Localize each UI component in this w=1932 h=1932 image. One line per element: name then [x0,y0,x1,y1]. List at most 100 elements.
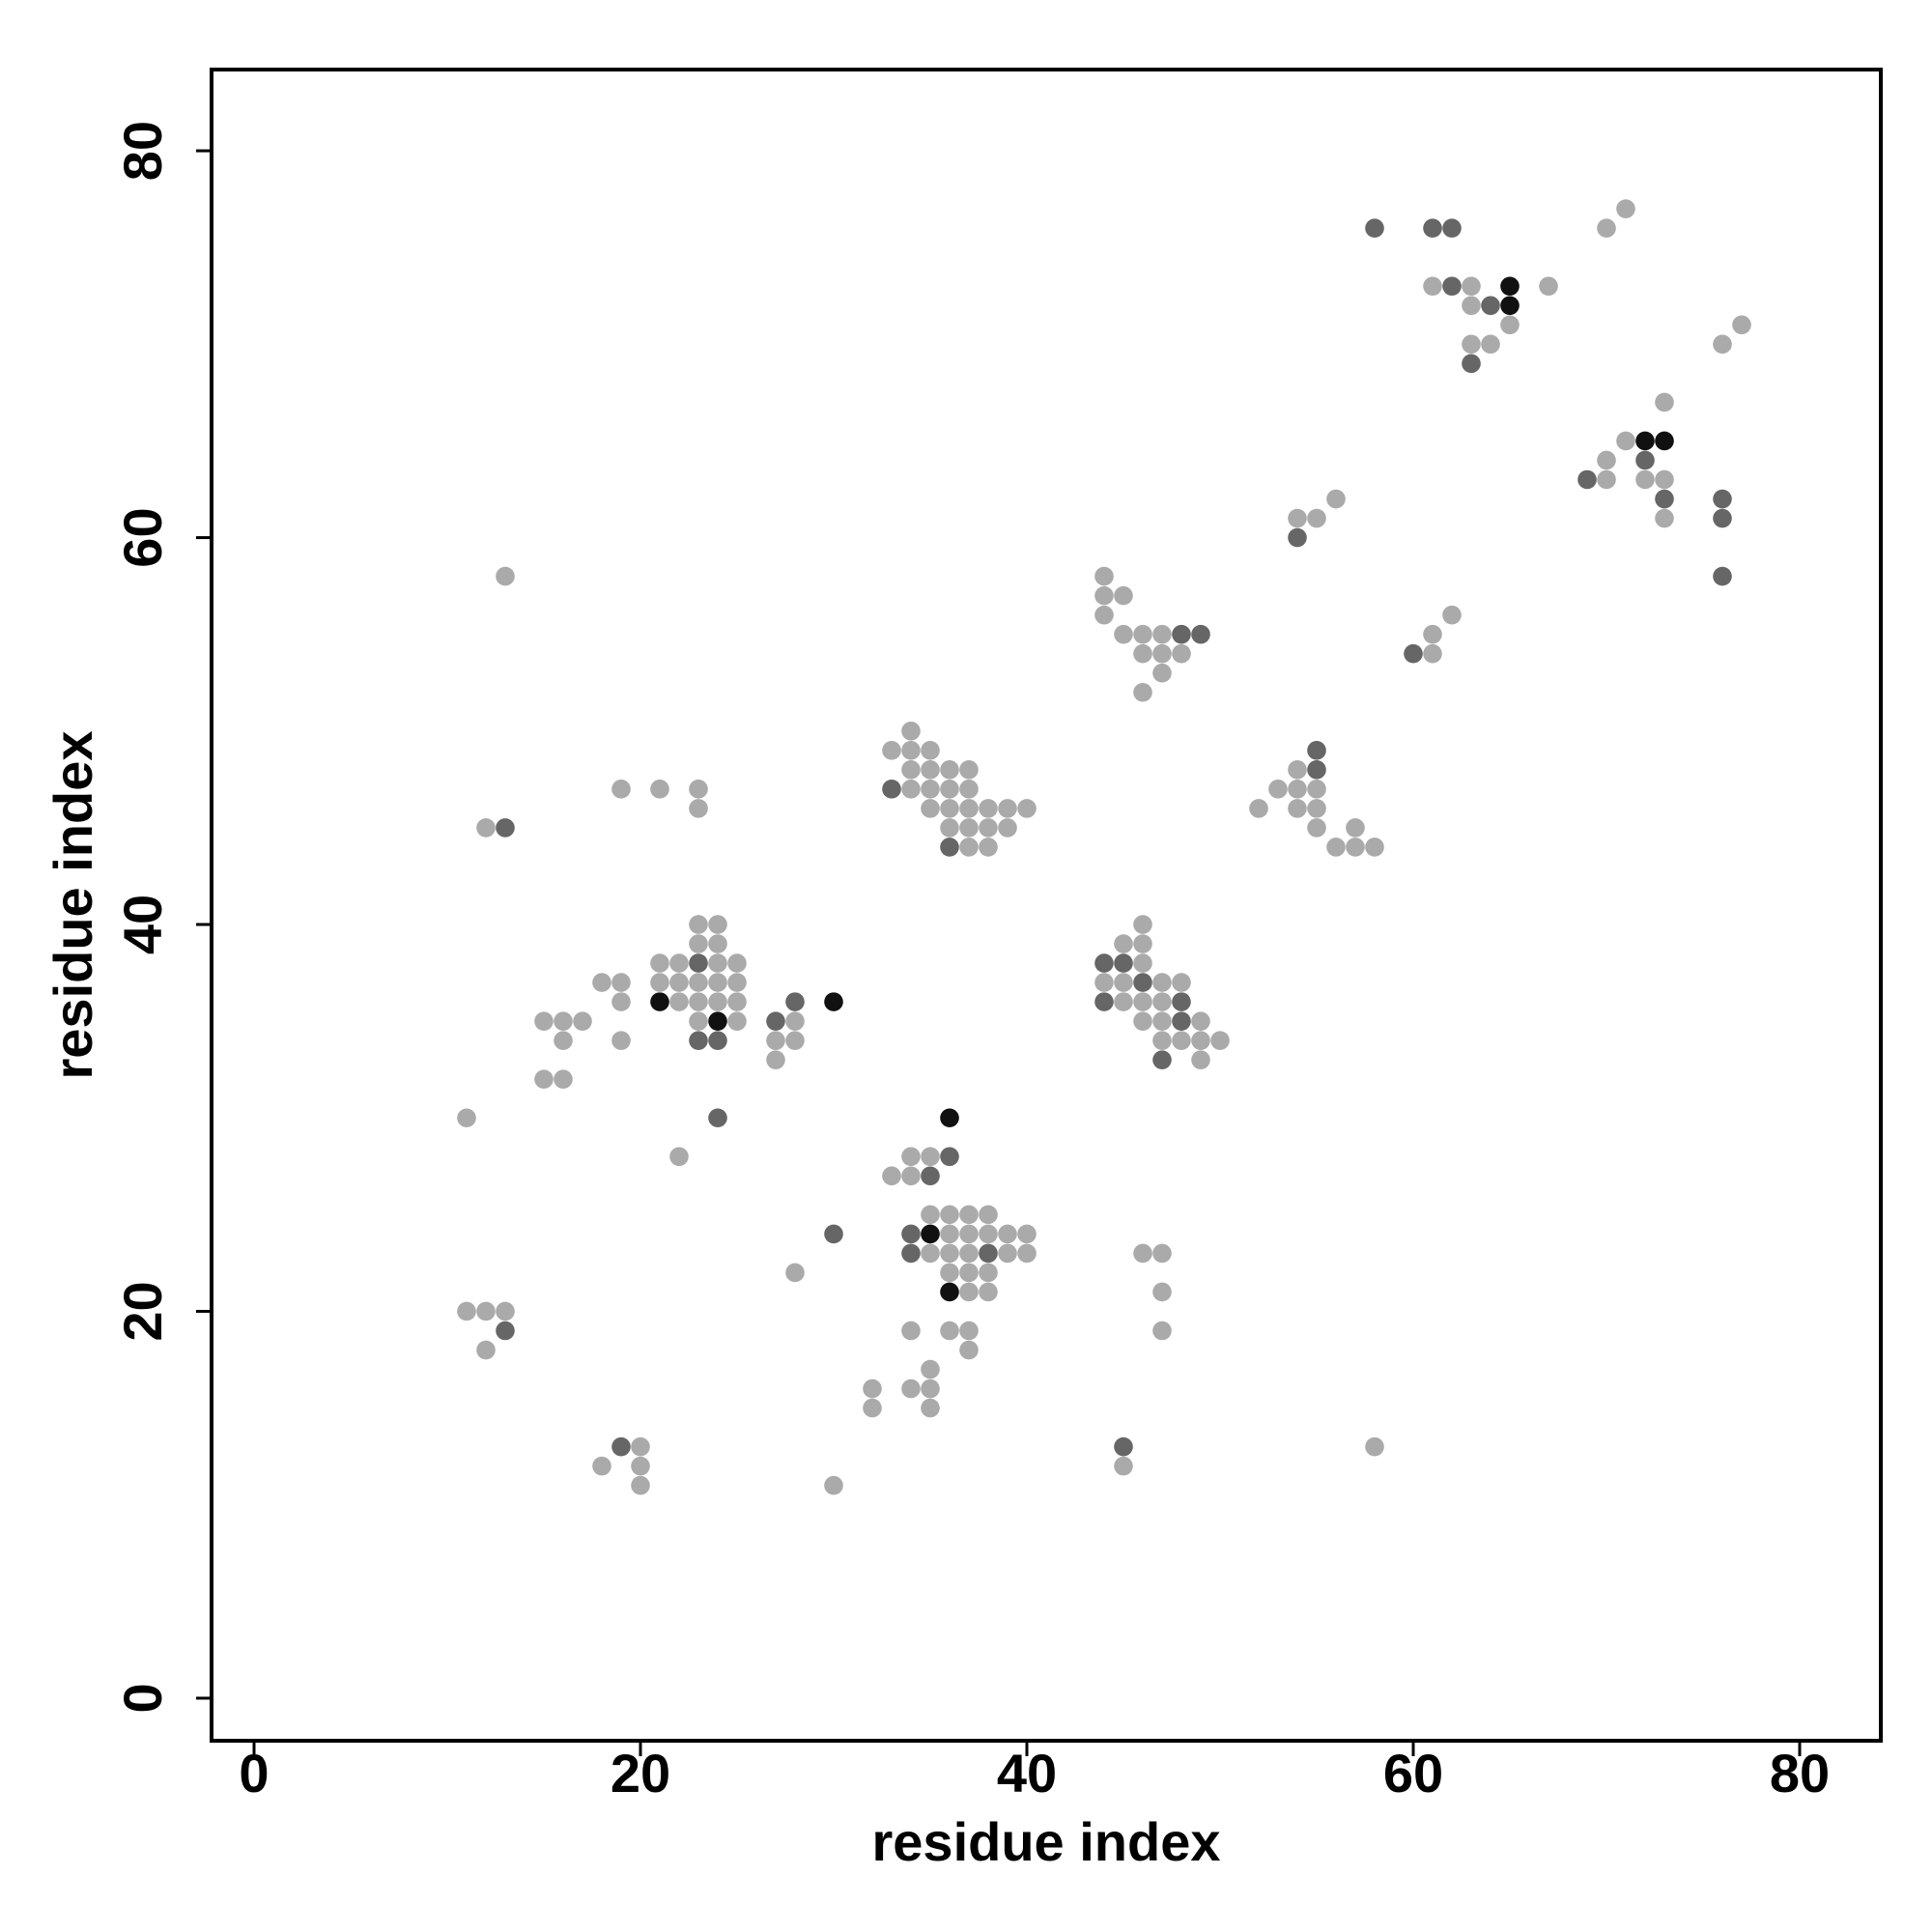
point [669,992,689,1011]
point [1288,780,1307,799]
point [901,780,921,799]
point [1365,1436,1384,1457]
point [1462,296,1481,316]
point [592,1456,611,1476]
point [1114,992,1133,1011]
point [1191,1031,1210,1050]
point [1500,315,1520,335]
point [766,1050,785,1069]
point [921,1166,940,1186]
point [1094,973,1114,992]
point [457,1108,476,1128]
x-axis-title: residue index [871,1811,1220,1872]
point [1133,643,1152,664]
point [496,818,515,838]
point [669,1147,689,1167]
point [1635,450,1655,470]
point [1114,624,1133,644]
point [496,566,515,586]
point [921,1398,940,1418]
point [1017,799,1037,818]
point [1635,431,1655,451]
point [1713,334,1732,355]
point [1094,605,1114,625]
point [921,741,940,760]
point [824,1224,843,1244]
point [882,780,901,799]
point [1442,218,1462,238]
point [1152,643,1172,664]
point [1307,741,1326,760]
point [1133,1243,1152,1264]
point [1597,450,1616,470]
point [959,1282,979,1302]
point [1307,818,1326,838]
point [921,1243,940,1264]
point [669,973,689,992]
point [959,799,979,818]
point [1017,1243,1037,1264]
point [959,780,979,799]
point [727,973,747,992]
point [708,1108,727,1128]
point [1172,973,1191,992]
point [1094,953,1114,973]
point [457,1301,476,1321]
point [1114,973,1133,992]
point [1288,508,1307,528]
point [901,1224,921,1244]
point [592,973,611,992]
point [979,1224,998,1244]
point [1133,1011,1152,1031]
point [708,953,727,973]
point [959,1224,979,1244]
point [611,780,631,799]
point [708,915,727,934]
point [689,992,708,1011]
point [979,1263,998,1283]
point [921,1359,940,1379]
point [1114,585,1133,606]
point [650,953,669,973]
point [611,973,631,992]
point [1597,218,1616,238]
point [901,1166,921,1186]
point [1423,624,1442,644]
point [921,1147,940,1167]
point [959,818,979,838]
point [1094,992,1114,1011]
point [1288,527,1307,548]
point [727,1011,747,1031]
point [824,1475,843,1495]
point [1133,934,1152,953]
point [1732,315,1751,335]
point [901,1243,921,1264]
point [573,1011,592,1031]
point [1172,992,1191,1011]
point [998,818,1017,838]
point [496,1301,515,1321]
point [863,1398,882,1418]
point [1539,276,1558,297]
point [921,1205,940,1225]
point [901,1321,921,1341]
point [476,818,496,838]
point [1423,218,1442,238]
point [1094,585,1114,606]
point [1152,973,1172,992]
point [940,838,959,857]
point [1442,276,1462,297]
point [1114,934,1133,953]
point [631,1456,650,1476]
point [611,992,631,1011]
point [689,915,708,934]
point [921,760,940,780]
point [1191,1011,1210,1031]
point [689,780,708,799]
point [534,1011,554,1031]
point [496,1321,515,1341]
point [940,1282,959,1302]
point [476,1340,496,1360]
